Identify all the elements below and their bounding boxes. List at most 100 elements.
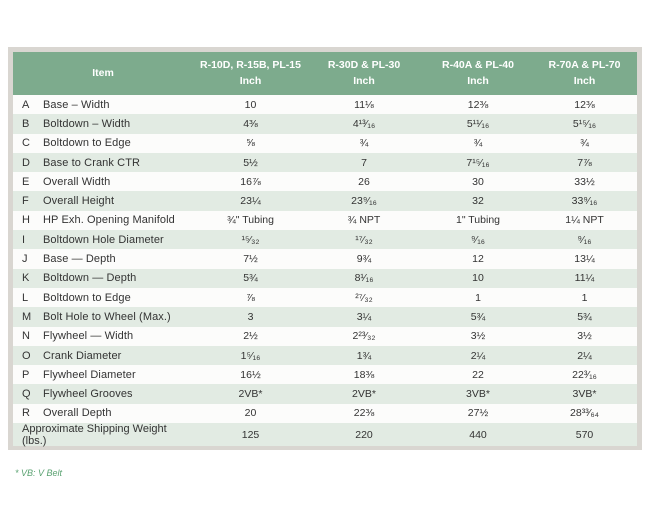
table-row: N Flywheel — Width 2½ 2²³⁄₃₂ 3½ 3½ [13, 326, 637, 346]
header-col-unit: Inch [573, 74, 596, 87]
header-col-r70a: R-70A & PL-70 Inch [536, 58, 633, 88]
row-value-col2: 22⅜ [353, 407, 375, 420]
header-col-unit: Inch [239, 74, 262, 87]
row-value-col4: 11¼ [574, 272, 595, 285]
row-value-col3: 3VB* [466, 388, 490, 401]
header-col-label: R-30D & PL-30 [327, 59, 401, 72]
row-item-label: Flywheel Grooves [43, 388, 133, 401]
header-item: Item [92, 66, 114, 79]
row-value-col3: 5¾ [470, 310, 486, 323]
row-value-col4: 5¹⁵⁄₁₆ [572, 117, 597, 130]
row-letter: E [22, 175, 30, 188]
row-value-col3: 3½ [470, 330, 486, 343]
row-value-col2: 9¾ [356, 253, 372, 266]
row-item-label: Crank Diameter [43, 349, 122, 362]
row-value-col3: 27½ [467, 407, 489, 420]
table-row: H HP Exh. Opening Manifold ¾" Tubing ¾ N… [13, 210, 637, 231]
row-value-col2: 7 [361, 156, 367, 169]
row-item-label: Boltdown to Edge [43, 291, 131, 304]
shipping-weight-label: Approximate Shipping Weight (lbs.) [22, 422, 167, 447]
row-value-col1: 10 [244, 98, 257, 111]
row-value-col3: ¾ [473, 137, 483, 150]
row-item-label: Base — Depth [43, 253, 116, 266]
row-value-col2: ²⁷⁄₃₂ [355, 291, 373, 304]
row-value-col4: 7⅞ [577, 156, 592, 169]
shipping-weight-row: Approximate Shipping Weight (lbs.) 125 2… [13, 422, 637, 447]
table-row: M Bolt Hole to Wheel (Max.) 3 3¼ 5¾ 5¾ [13, 307, 637, 327]
row-value-col1: 3 [247, 310, 254, 323]
row-letter: N [22, 330, 30, 343]
table-row: E Overall Width 16⅞ 26 30 33½ [13, 172, 637, 192]
table-row: K Boltdown — Depth 5¾ 8¹⁄₁₆ 10 11¼ [13, 268, 637, 288]
row-value-col3: 32 [472, 195, 484, 208]
row-value-col2: 4¹³⁄₁₆ [352, 117, 376, 130]
row-value-col1: 2½ [243, 330, 258, 343]
row-value-col3: 7¹⁵⁄₁₆ [466, 156, 490, 169]
header-col-r40a: R-40A & PL-40 Inch [420, 58, 536, 88]
row-item-label: Overall Width [43, 175, 111, 188]
row-item-label: HP Exh. Opening Manifold [43, 214, 175, 227]
shipping-weight-value: 570 [575, 428, 594, 441]
row-letter: M [22, 310, 32, 323]
row-letter: P [22, 368, 30, 381]
row-value-col1: 5½ [243, 156, 258, 169]
row-value-col1: ¾" Tubing [227, 214, 274, 227]
row-value-col1: 2VB* [238, 388, 263, 401]
table-header-row: Item R-10D, R-15B, PL-15 Inch R-30D & PL… [13, 52, 637, 95]
table-row: C Boltdown to Edge ⅝ ¾ ¾ ¾ [13, 133, 637, 153]
row-value-col4: 28³³⁄₆₄ [570, 407, 599, 420]
row-value-col1: 1⁵⁄₁₆ [240, 349, 261, 362]
row-value-col1: 16½ [240, 368, 261, 381]
row-value-col3: ⁹⁄₁₆ [470, 233, 486, 246]
row-value-col1: 23¼ [240, 195, 261, 208]
header-col-label: R-70A & PL-70 [548, 59, 621, 72]
row-value-col1: ⅞ [246, 291, 255, 304]
row-item-label: Boltdown — Depth [43, 272, 137, 285]
row-value-col2: ¹⁷⁄₃₂ [355, 233, 373, 246]
row-value-col3: 1" Tubing [455, 214, 500, 227]
row-item-label: Base to Crank CTR [43, 156, 141, 169]
row-value-col4: 5¾ [577, 310, 592, 323]
table-row: A Base – Width 10 11⅛ 12⅜ 12⅜ [13, 95, 637, 115]
row-value-col3: 12⅜ [467, 98, 489, 111]
table-row: Q Flywheel Grooves 2VB* 2VB* 3VB* 3VB* [13, 384, 637, 404]
row-letter: J [22, 253, 28, 266]
row-value-col4: 1 [581, 291, 588, 304]
row-letter: Q [22, 388, 31, 401]
row-value-col2: 18⅜ [353, 368, 375, 381]
row-letter: C [22, 137, 30, 150]
row-value-col4: 22³⁄₁₆ [572, 368, 597, 381]
shipping-weight-value: 440 [469, 428, 487, 441]
row-value-col3: 5¹¹⁄₁₆ [466, 117, 490, 130]
row-item-label: Boltdown to Edge [43, 137, 131, 150]
table-row: P Flywheel Diameter 16½ 18⅜ 22 22³⁄₁₆ [13, 365, 637, 385]
row-value-col2: 2VB* [352, 388, 376, 401]
row-letter: L [22, 291, 29, 304]
table-row: D Base to Crank CTR 5½ 7 7¹⁵⁄₁₆ 7⅞ [13, 152, 637, 173]
row-value-col1: 5¾ [243, 272, 258, 285]
row-value-col4: 33½ [574, 175, 595, 188]
table-row: R Overall Depth 20 22⅜ 27½ 28³³⁄₆₄ [13, 403, 637, 424]
row-value-col3: 30 [472, 175, 484, 188]
table-row: O Crank Diameter 1⁵⁄₁₆ 1¾ 2¼ 2¼ [13, 345, 637, 366]
table-body: A Base – Width 10 11⅛ 12⅜ 12⅜ B Boltdown… [13, 95, 637, 424]
row-value-col2: 3¼ [356, 310, 372, 323]
table-row: L Boltdown to Edge ⅞ ²⁷⁄₃₂ 1 1 [13, 287, 637, 308]
row-value-col1: 20 [244, 407, 257, 420]
row-value-col3: 12 [472, 253, 484, 266]
row-value-col1: ¹⁵⁄₃₂ [241, 233, 260, 246]
table-row: B Boltdown – Width 4⅜ 4¹³⁄₁₆ 5¹¹⁄₁₆ 5¹⁵⁄… [13, 114, 637, 134]
row-item-label: Overall Depth [43, 407, 112, 420]
row-item-label: Flywheel — Width [43, 330, 134, 343]
row-value-col2: ¾ [359, 137, 369, 150]
spec-table-card: Item R-10D, R-15B, PL-15 Inch R-30D & PL… [8, 47, 642, 451]
vb-footnote: * VB: V Belt [15, 468, 63, 478]
table-row: F Overall Height 23¼ 23⁹⁄₁₆ 32 33⁹⁄₁₆ [13, 191, 637, 211]
shipping-weight-value: 220 [355, 428, 373, 441]
row-value-col3: 2¼ [470, 349, 486, 362]
row-value-col1: 7½ [243, 253, 258, 266]
row-value-col4: ⁹⁄₁₆ [577, 233, 592, 246]
header-col-label: R-10D, R-15B, PL-15 [200, 59, 301, 72]
row-letter: R [22, 407, 30, 420]
